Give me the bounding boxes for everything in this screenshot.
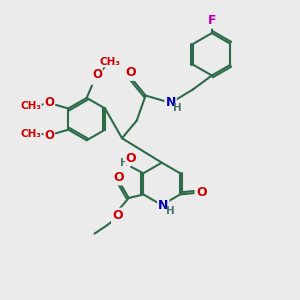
Text: O: O <box>114 171 124 184</box>
Text: F: F <box>208 14 216 27</box>
Text: H: H <box>173 103 182 113</box>
Text: O: O <box>196 187 207 200</box>
Text: H: H <box>120 158 129 168</box>
Text: N: N <box>165 96 176 110</box>
Text: CH₃: CH₃ <box>99 57 120 67</box>
Text: N: N <box>158 199 168 212</box>
Text: O: O <box>44 96 54 109</box>
Text: O: O <box>126 152 136 165</box>
Text: O: O <box>92 68 102 81</box>
Text: O: O <box>44 129 54 142</box>
Text: H: H <box>166 206 174 216</box>
Text: CH₃: CH₃ <box>20 129 41 139</box>
Text: O: O <box>112 209 123 222</box>
Text: O: O <box>125 66 136 80</box>
Text: CH₃: CH₃ <box>20 100 41 110</box>
